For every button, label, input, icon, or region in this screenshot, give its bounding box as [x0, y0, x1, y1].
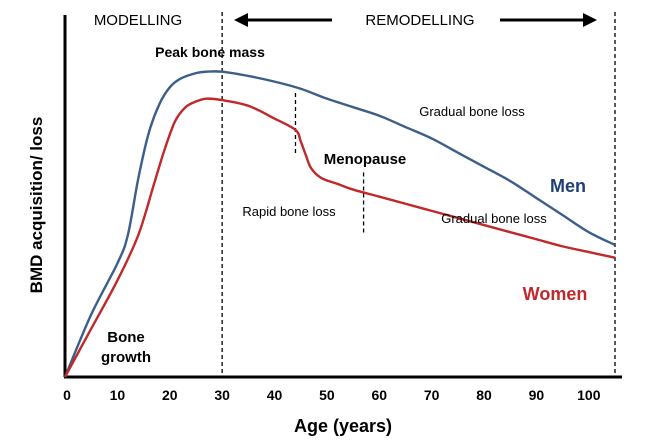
x-tick-label: 40: [267, 387, 283, 403]
series-lines: [63, 70, 616, 378]
x-tick-labels: 0 10 20 30 40 50 60 70 80 90 100: [63, 387, 601, 403]
modelling-label: MODELLING: [94, 12, 182, 29]
x-tick-label: 60: [371, 387, 387, 403]
x-tick-label: 30: [214, 387, 230, 403]
x-tick-label: 100: [577, 387, 601, 403]
x-tick-label: 20: [162, 387, 178, 403]
legend-women: Women: [523, 284, 588, 304]
gradual-loss-women-label: Gradual bone loss: [441, 211, 547, 226]
rapid-loss-label: Rapid bone loss: [242, 204, 336, 219]
phase-divider-lines: [221, 12, 616, 377]
x-tick-label: 70: [424, 387, 440, 403]
menopause-label: Menopause: [324, 151, 407, 168]
peak-bone-mass-label: Peak bone mass: [155, 44, 265, 60]
x-tick-label: 90: [529, 387, 545, 403]
series-line-women: [63, 97, 616, 378]
remodelling-arrow-right: [500, 13, 597, 27]
x-tick-label: 0: [63, 387, 71, 403]
x-tick-label: 50: [319, 387, 335, 403]
remodelling-label: REMODELLING: [365, 12, 474, 29]
series-line-men: [63, 70, 616, 378]
x-tick-label: 10: [110, 387, 126, 403]
y-axis-label: BMD acquisition/ loss: [27, 117, 46, 294]
remodelling-arrow-left: [234, 13, 332, 27]
x-tick-label: 80: [476, 387, 492, 403]
gradual-loss-men-label: Gradual bone loss: [419, 104, 525, 119]
bone-growth-label-line1: Bone: [107, 329, 145, 346]
legend-men: Men: [550, 176, 586, 196]
bone-growth-label-line2: growth: [101, 349, 151, 366]
x-axis-label: Age (years): [294, 416, 392, 436]
